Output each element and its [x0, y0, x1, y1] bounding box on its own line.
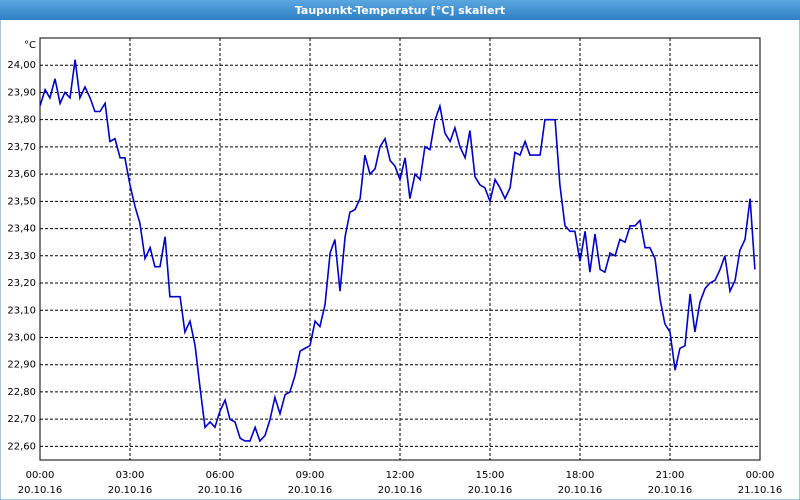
x-tick-date: 20.10.16: [378, 485, 423, 496]
y-unit-label: °C: [24, 40, 36, 51]
title-bar: [0, 0, 800, 20]
x-tick-label: 00:00: [746, 470, 775, 481]
chart-title: Taupunkt-Temperatur [°C] skaliert: [295, 4, 505, 17]
x-tick-label: 09:00: [296, 470, 325, 481]
y-tick-label: 22,80: [7, 387, 36, 398]
x-tick-label: 00:00: [26, 470, 55, 481]
x-tick-label: 15:00: [476, 470, 505, 481]
y-tick-label: 23,00: [7, 332, 36, 343]
y-tick-label: 24,00: [7, 60, 36, 71]
y-tick-label: 23,80: [7, 115, 36, 126]
x-tick-date: 20.10.16: [108, 485, 153, 496]
y-tick-label: 23,90: [7, 87, 36, 98]
x-tick-label: 21:00: [656, 470, 685, 481]
y-tick-label: 23,20: [7, 278, 36, 289]
x-tick-date: 20.10.16: [288, 485, 333, 496]
y-tick-label: 23,70: [7, 142, 36, 153]
x-tick-label: 18:00: [566, 470, 595, 481]
x-tick-date: 20.10.16: [18, 485, 63, 496]
x-tick-date: 20.10.16: [558, 485, 603, 496]
y-tick-label: 23,40: [7, 224, 36, 235]
series-line: [39, 59, 756, 443]
x-tick-date: 20.10.16: [648, 485, 693, 496]
y-tick-label: 22,90: [7, 360, 36, 371]
x-tick-date: 20.10.16: [198, 485, 243, 496]
x-tick-date: 20.10.16: [468, 485, 513, 496]
y-tick-label: 23,30: [7, 251, 36, 262]
x-tick-label: 06:00: [206, 470, 235, 481]
y-tick-label: 23,50: [7, 196, 36, 207]
y-tick-label: 22,70: [7, 414, 36, 425]
x-tick-label: 03:00: [116, 470, 145, 481]
x-tick-date: 21.10.16: [738, 485, 783, 496]
y-tick-label: 23,60: [7, 169, 36, 180]
y-tick-label: 22,60: [7, 441, 36, 452]
y-tick-label: 23,10: [7, 305, 36, 316]
x-tick-label: 12:00: [386, 470, 415, 481]
